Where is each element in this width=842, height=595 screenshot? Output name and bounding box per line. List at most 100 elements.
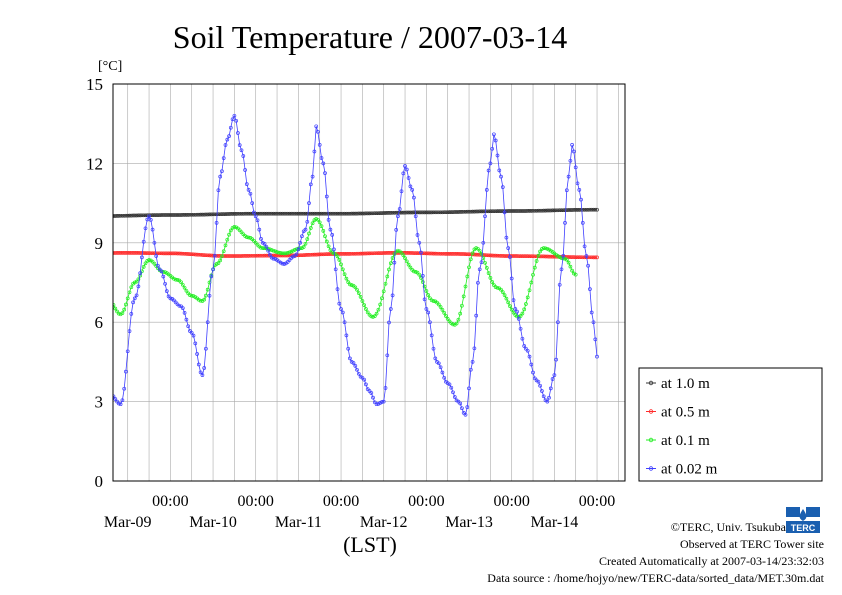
data-point — [495, 153, 500, 158]
data-point — [84, 252, 87, 255]
data-point — [280, 261, 285, 266]
data-point — [392, 260, 397, 265]
data-point — [168, 213, 173, 217]
data-point — [107, 391, 110, 394]
data-point — [468, 209, 473, 214]
data-point — [433, 210, 438, 215]
data-point — [227, 134, 231, 138]
data-point — [323, 252, 327, 257]
data-point — [129, 213, 134, 218]
data-point — [300, 211, 304, 216]
data-point — [348, 356, 352, 361]
data-point — [310, 174, 315, 179]
data-point — [316, 129, 320, 134]
data-point — [456, 317, 461, 322]
data-point — [550, 208, 555, 213]
data-point — [570, 143, 574, 147]
data-point — [198, 370, 203, 375]
data-point — [333, 267, 338, 272]
x-axis-label: (LST) — [343, 532, 397, 557]
data-point — [559, 208, 564, 213]
data-point — [134, 213, 139, 218]
legend-marker — [648, 380, 654, 386]
data-point — [388, 261, 393, 266]
data-point — [196, 252, 201, 257]
data-point — [244, 211, 249, 216]
data-point — [575, 208, 580, 212]
data-point — [152, 240, 157, 245]
data-point — [408, 210, 413, 215]
data-point — [454, 210, 459, 214]
data-point — [582, 244, 587, 249]
data-point — [492, 283, 496, 287]
data-point — [339, 211, 343, 216]
data-point — [369, 251, 374, 256]
data-point — [204, 346, 208, 351]
data-point — [223, 254, 228, 258]
data-point — [570, 255, 574, 259]
data-point — [312, 252, 317, 257]
data-point — [499, 287, 503, 292]
data-point — [461, 209, 466, 214]
data-point — [408, 251, 413, 255]
data-point — [140, 255, 144, 260]
data-point — [228, 125, 233, 130]
data-point — [413, 270, 418, 274]
data-point — [529, 209, 534, 213]
data-point — [449, 210, 454, 214]
data-point — [136, 277, 141, 282]
data-point — [367, 251, 372, 256]
data-point — [198, 298, 203, 303]
data-point — [96, 215, 99, 218]
data-point — [394, 210, 399, 215]
data-point — [335, 287, 340, 291]
data-point — [85, 346, 88, 349]
data-point — [262, 242, 267, 246]
data-point — [378, 251, 383, 255]
data-point — [573, 165, 578, 170]
data-point — [259, 211, 263, 216]
data-point — [499, 209, 503, 213]
data-point — [94, 369, 97, 372]
data-point — [216, 261, 221, 265]
data-point — [120, 251, 125, 255]
data-point — [291, 254, 295, 259]
data-point — [218, 212, 223, 217]
data-point — [575, 255, 580, 260]
data-point — [365, 310, 370, 315]
data-point — [282, 251, 287, 256]
y-tick-label: 6 — [95, 313, 104, 332]
data-point — [456, 252, 461, 256]
data-point — [479, 260, 484, 265]
data-point — [362, 303, 367, 307]
data-point — [429, 210, 434, 215]
data-point — [108, 215, 111, 218]
data-point — [428, 320, 432, 325]
data-point — [230, 212, 235, 216]
data-point — [387, 320, 391, 325]
data-point — [339, 262, 343, 267]
data-point — [367, 389, 372, 393]
data-point — [134, 293, 139, 298]
data-point — [98, 374, 101, 377]
y-tick-label: 12 — [86, 154, 103, 173]
data-point — [253, 214, 258, 219]
data-point — [365, 211, 370, 216]
data-point — [371, 211, 375, 216]
data-point — [358, 295, 363, 299]
data-point — [465, 209, 470, 214]
series-line — [113, 114, 598, 416]
data-point — [166, 294, 171, 299]
data-point — [266, 248, 271, 253]
data-point — [557, 208, 562, 213]
data-point — [372, 211, 377, 216]
y-tick-label: 3 — [95, 393, 104, 412]
data-point — [506, 209, 511, 213]
series-at-0-1-m — [113, 217, 578, 327]
data-point — [271, 211, 276, 216]
data-point — [527, 288, 532, 293]
data-point — [403, 164, 407, 168]
x-tick-time-label: 00:00 — [237, 493, 273, 510]
data-point — [371, 251, 375, 256]
data-point — [211, 212, 215, 217]
